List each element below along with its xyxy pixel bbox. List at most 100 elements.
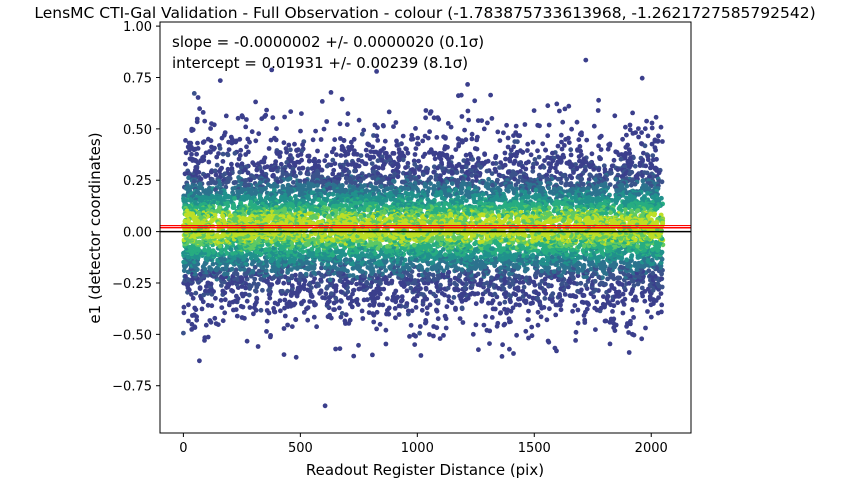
data-point — [349, 298, 355, 304]
data-point — [332, 161, 338, 167]
data-point — [644, 118, 649, 124]
data-point — [405, 150, 411, 156]
data-point — [442, 252, 448, 258]
data-point — [427, 332, 432, 337]
data-point — [324, 119, 330, 124]
data-point — [502, 299, 508, 305]
data-point — [285, 288, 290, 294]
data-point — [203, 288, 208, 294]
data-point — [412, 152, 418, 157]
data-point — [244, 298, 250, 304]
data-point — [536, 154, 542, 160]
data-point — [345, 111, 351, 117]
data-point — [431, 333, 436, 339]
data-point — [395, 256, 401, 262]
data-point — [448, 124, 454, 130]
data-point — [374, 309, 380, 315]
data-point — [490, 306, 496, 312]
data-point — [629, 307, 635, 312]
data-point — [282, 313, 288, 319]
data-point — [229, 161, 234, 167]
data-point — [659, 302, 665, 308]
data-point — [328, 162, 334, 168]
data-point — [451, 295, 457, 300]
data-point — [350, 291, 355, 297]
data-point — [479, 296, 485, 302]
data-point — [251, 311, 256, 317]
data-point — [569, 175, 575, 181]
data-point — [264, 329, 269, 334]
data-point — [511, 351, 516, 356]
data-point — [363, 161, 369, 167]
data-point — [575, 307, 581, 313]
data-point — [262, 165, 268, 170]
data-point — [296, 166, 302, 172]
data-point — [217, 78, 223, 83]
data-point — [314, 324, 319, 330]
data-point — [322, 158, 328, 164]
data-point — [396, 303, 402, 309]
data-point — [348, 139, 354, 145]
data-point — [197, 358, 202, 364]
data-point — [507, 346, 512, 352]
data-point — [465, 108, 471, 114]
data-point — [211, 122, 217, 128]
data-point — [579, 132, 584, 138]
data-point — [541, 164, 547, 170]
data-point — [431, 115, 437, 121]
data-point — [576, 137, 582, 143]
data-point — [538, 164, 543, 170]
data-point — [194, 151, 200, 157]
data-point — [350, 273, 356, 278]
data-point — [181, 330, 186, 336]
data-point — [497, 138, 503, 144]
data-point — [506, 188, 511, 194]
data-point — [503, 156, 508, 162]
data-point — [371, 289, 376, 295]
data-point — [329, 149, 335, 155]
data-point — [244, 117, 249, 122]
data-point — [452, 286, 457, 292]
data-point — [366, 142, 372, 148]
data-point — [376, 165, 382, 171]
data-point — [607, 143, 613, 148]
data-point — [330, 157, 336, 163]
data-point — [415, 293, 420, 299]
data-point — [481, 126, 487, 132]
data-point — [562, 143, 567, 148]
data-point — [454, 170, 460, 176]
data-point — [207, 265, 213, 270]
data-point — [303, 271, 309, 277]
data-point — [520, 149, 526, 155]
data-point — [191, 91, 197, 96]
data-point — [408, 322, 414, 328]
data-point — [381, 286, 387, 292]
data-point — [596, 167, 602, 173]
data-point — [194, 317, 200, 323]
data-point — [442, 146, 447, 152]
data-point — [375, 158, 381, 164]
data-point — [502, 321, 508, 327]
data-point — [408, 136, 414, 142]
data-point — [611, 157, 617, 163]
data-point — [559, 146, 565, 152]
data-point — [371, 154, 377, 160]
data-point — [413, 305, 419, 310]
data-point — [208, 138, 214, 144]
data-point — [281, 140, 287, 146]
data-point — [288, 147, 293, 153]
data-point — [649, 141, 655, 147]
data-point — [295, 153, 301, 159]
data-point — [377, 302, 382, 308]
data-point — [234, 313, 240, 319]
data-point — [503, 290, 509, 295]
data-point — [627, 122, 633, 128]
data-point — [558, 160, 564, 165]
data-point — [626, 350, 632, 355]
data-point — [578, 163, 583, 169]
data-point — [616, 289, 622, 295]
data-point — [630, 131, 636, 136]
data-point — [584, 300, 589, 305]
data-point — [435, 165, 440, 171]
data-point — [622, 296, 628, 302]
